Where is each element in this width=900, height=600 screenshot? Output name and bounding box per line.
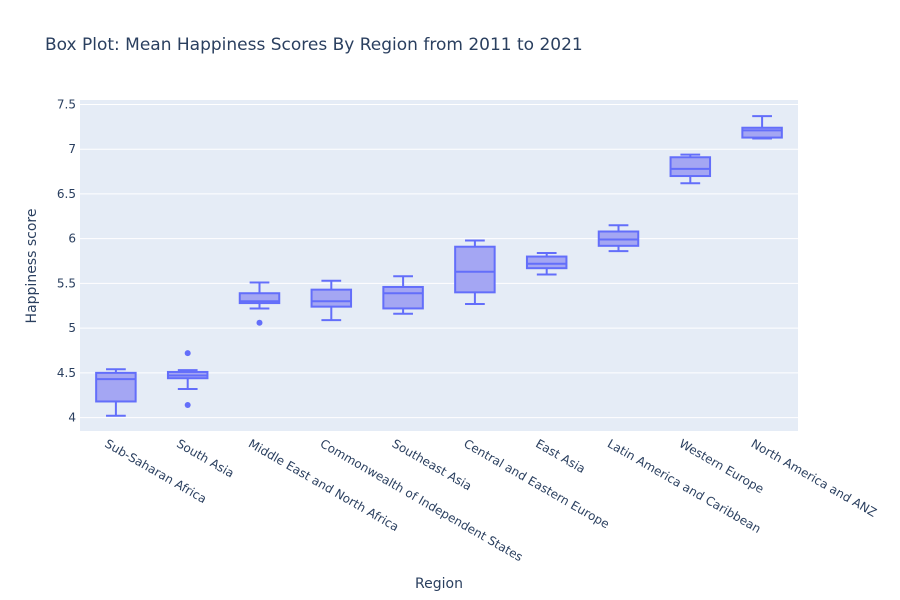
iqr-box <box>238 292 281 305</box>
box-7 <box>525 251 568 276</box>
iqr-box <box>525 255 568 270</box>
iqr-box <box>382 285 424 310</box>
x-tick-label: East Asia <box>533 436 588 476</box>
box-2 <box>166 350 209 409</box>
box-5 <box>382 275 424 315</box>
y-axis-title: Happiness score <box>24 209 40 324</box>
y-axis-ticks: 4 4.5 5 5.5 6 6.5 7 7.5 <box>57 97 76 424</box>
x-tick-label: Central and Eastern Europe <box>461 436 611 531</box>
iqr-box <box>741 126 783 139</box>
outlier-point <box>184 350 191 357</box>
box-8 <box>597 224 640 253</box>
y-tick-label: 7.5 <box>57 97 76 111</box>
box-4 <box>310 279 353 322</box>
box-series <box>95 115 783 417</box>
box-9 <box>669 153 712 185</box>
chart-title: Box Plot: Mean Happiness Scores By Regio… <box>45 35 583 55</box>
box-6 <box>454 239 496 305</box>
iqr-box <box>454 245 496 294</box>
box-10 <box>741 115 783 140</box>
x-tick-label: North America and ANZ <box>749 436 879 519</box>
y-tick-label: 6 <box>68 232 76 246</box>
x-axis-title: Region <box>415 576 463 592</box>
outlier-point <box>184 402 191 409</box>
iqr-box <box>310 288 353 308</box>
y-tick-label: 5 <box>68 321 76 335</box>
iqr-box <box>95 371 137 403</box>
y-tick-label: 6.5 <box>57 187 76 201</box>
y-tick-label: 5.5 <box>57 276 76 290</box>
outlier-point <box>256 319 263 326</box>
iqr-box <box>669 156 712 178</box>
y-tick-label: 4.5 <box>57 366 76 380</box>
box-1 <box>95 368 137 417</box>
x-tick-label: South Asia <box>174 436 236 480</box>
y-tick-label: 7 <box>68 142 76 156</box>
y-tick-label: 4 <box>68 411 76 425</box>
box-3 <box>238 281 281 326</box>
